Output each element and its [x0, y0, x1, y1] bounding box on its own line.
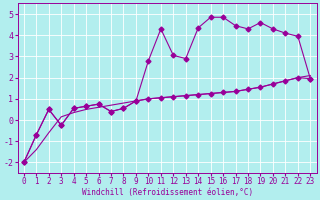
X-axis label: Windchill (Refroidissement éolien,°C): Windchill (Refroidissement éolien,°C) [82, 188, 253, 197]
